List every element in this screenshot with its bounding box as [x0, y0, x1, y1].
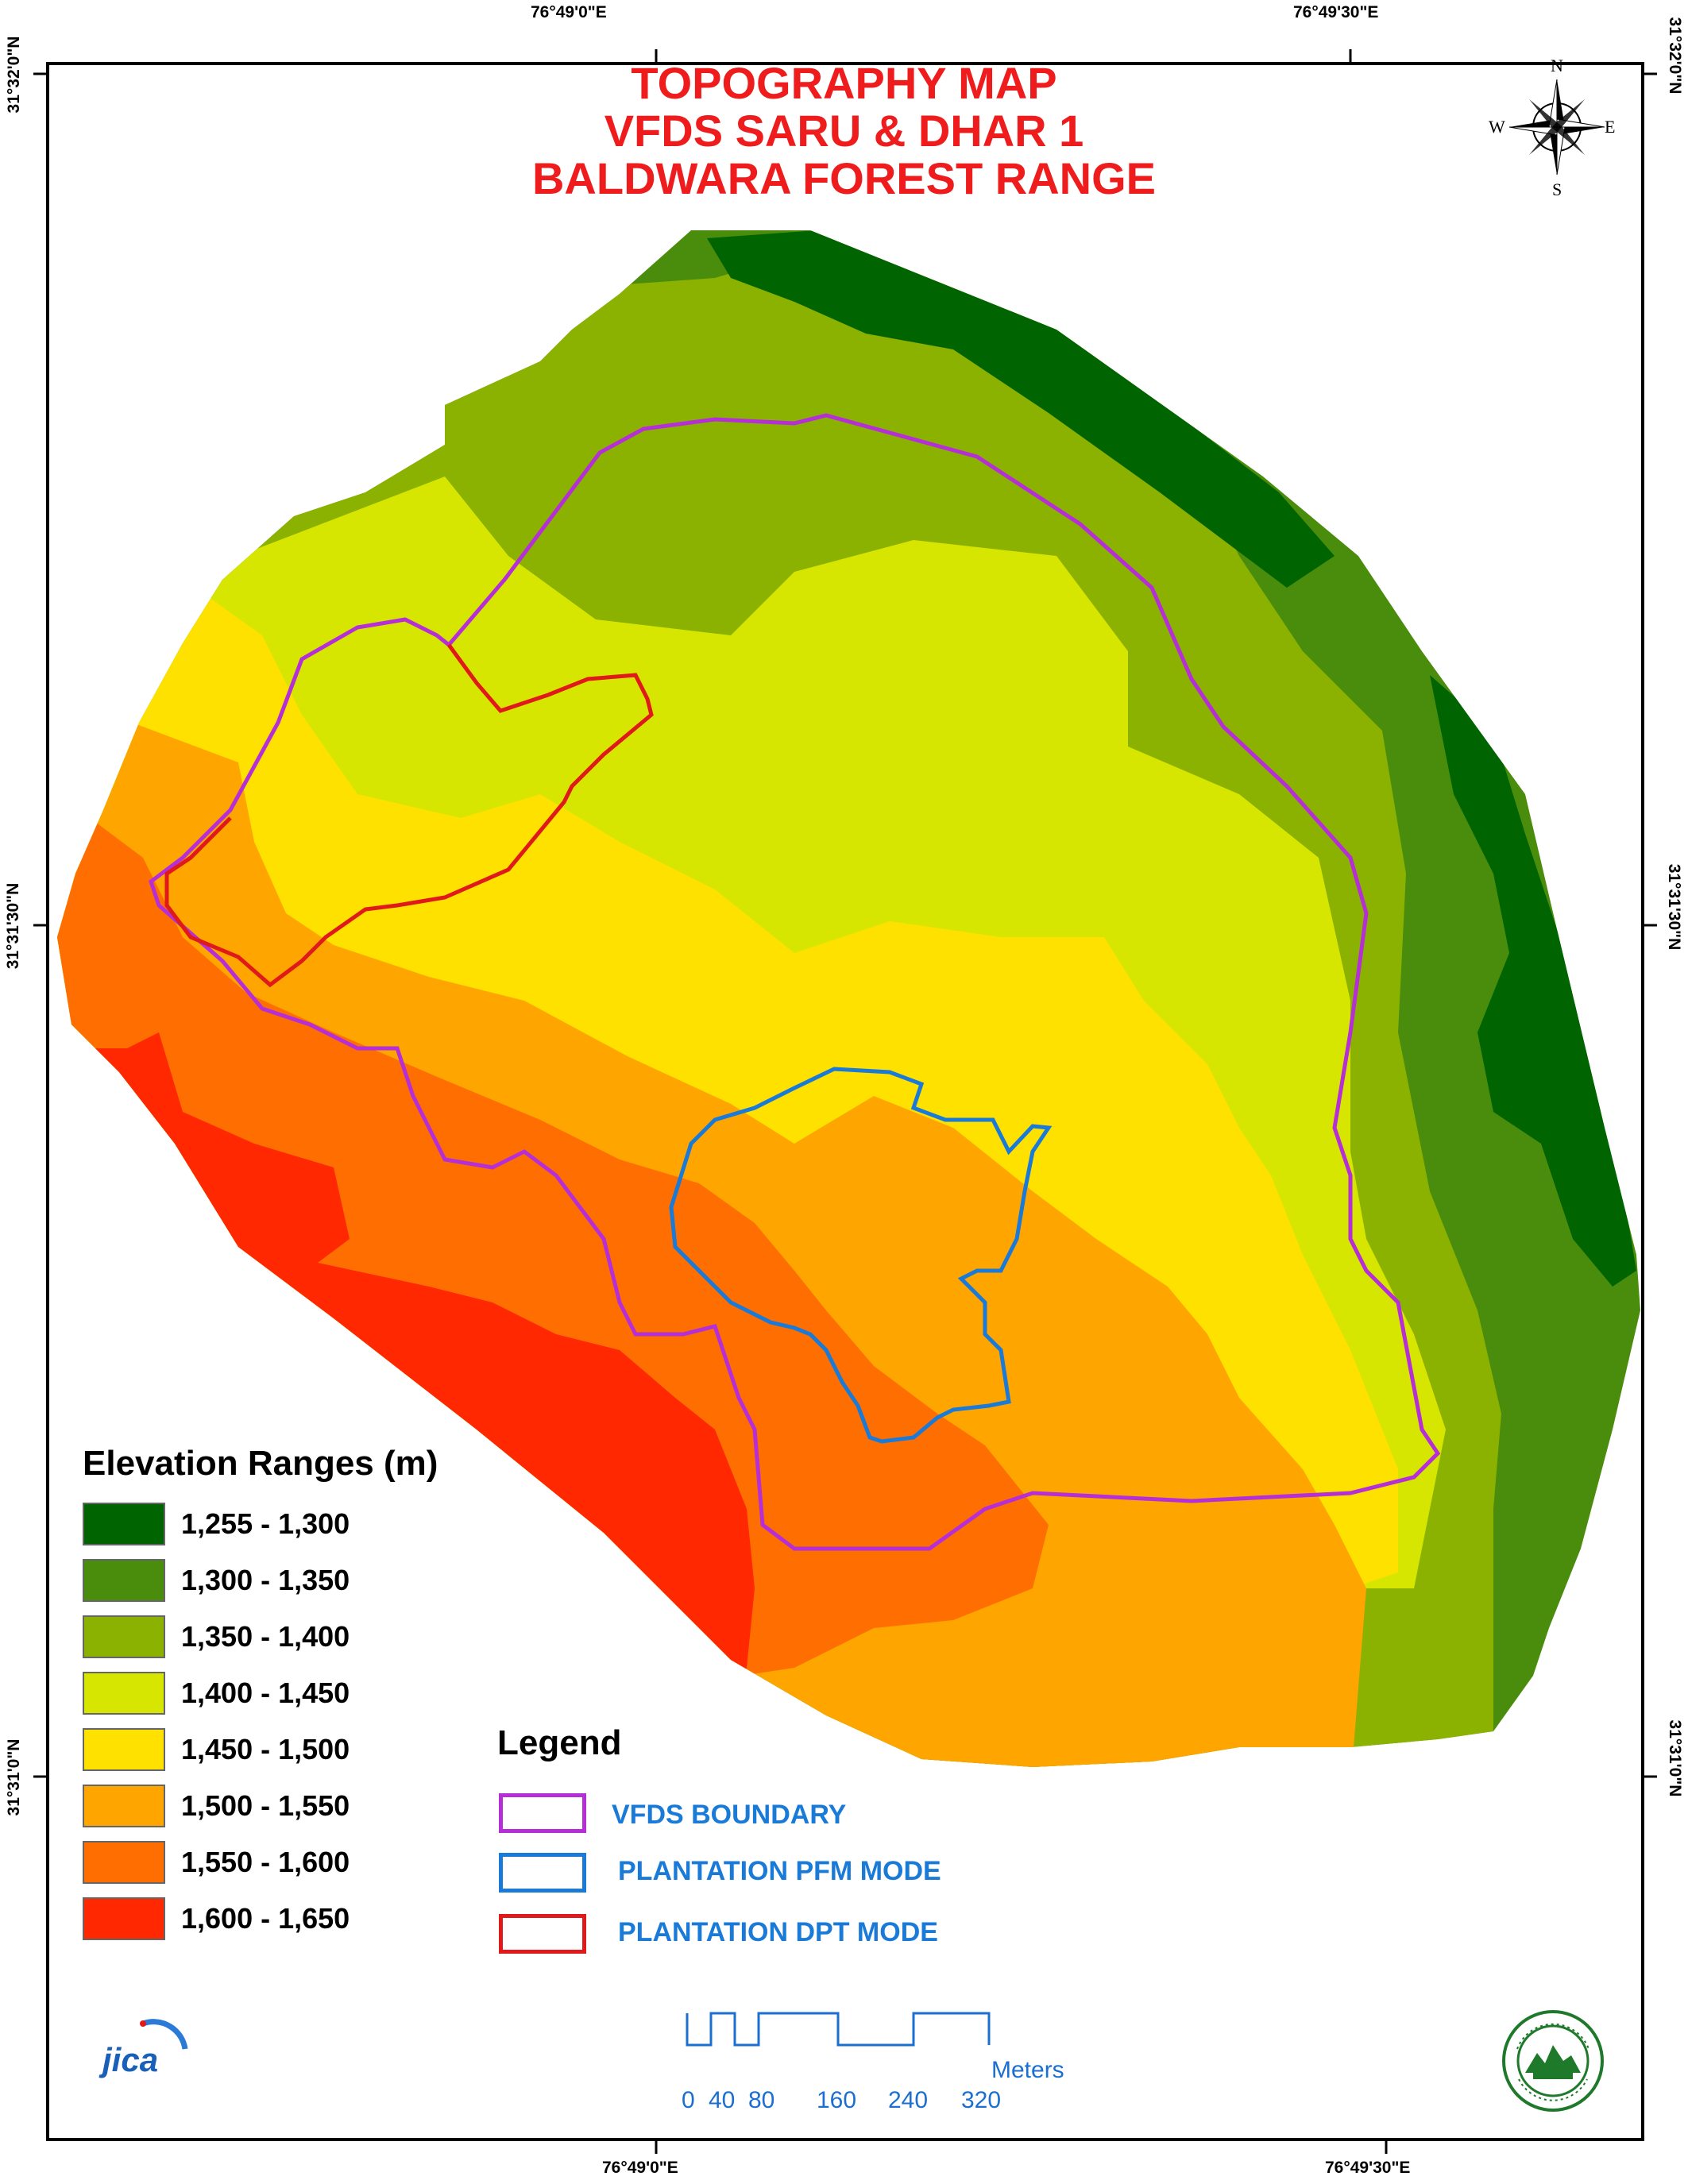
coord-top-left: 76°49'0"E	[531, 3, 607, 21]
scale-tick: 80	[748, 2087, 775, 2113]
map-title-line1: TOPOGRAPHY MAP	[631, 58, 1057, 108]
swatch-1550-1600	[83, 1841, 165, 1884]
north-arrow-compass: N S E W	[1477, 56, 1620, 199]
compass-n: N	[1551, 56, 1563, 75]
swatch-1500-1550	[83, 1785, 165, 1827]
scale-tick: 0	[682, 2087, 695, 2113]
range-label: 1,450 - 1,500	[181, 1733, 350, 1765]
compass-e: E	[1605, 117, 1616, 137]
scale-bar	[686, 2012, 991, 2047]
range-label: 1,400 - 1,450	[181, 1677, 350, 1709]
elev-1255-1300-north	[707, 230, 1335, 588]
scale-tick: 40	[709, 2087, 736, 2113]
jica-logo: jica	[99, 2017, 195, 2081]
legend-label-pfm: PLANTATION PFM MODE	[618, 1856, 941, 1886]
legend-title: Legend	[497, 1723, 622, 1762]
range-label: 1,350 - 1,400	[181, 1620, 350, 1653]
coord-top-right: 76°49'30"E	[1293, 3, 1379, 21]
range-label: 1,300 - 1,350	[181, 1564, 350, 1596]
scale-tick: 240	[888, 2087, 929, 2113]
scale-tick: 320	[961, 2087, 1002, 2113]
compass-rose-icon	[1508, 79, 1605, 176]
swatch-1300-1350	[83, 1559, 165, 1602]
map-title-line2: VFDS SARU & DHAR 1	[604, 106, 1084, 156]
swatch-1600-1650	[83, 1897, 165, 1940]
map-frame	[46, 62, 1644, 2141]
scale-tick: 160	[817, 2087, 857, 2113]
coord-bottom-right: 76°49'30"E	[1325, 2159, 1411, 2177]
legend-swatch-vfds	[499, 1793, 586, 1833]
legend-label-dpt: PLANTATION DPT MODE	[618, 1917, 938, 1947]
legend-swatch-dpt	[499, 1914, 586, 1954]
range-label: 1,600 - 1,650	[181, 1902, 350, 1935]
compass-w: W	[1489, 117, 1505, 137]
map-title-line3: BALDWARA FOREST RANGE	[531, 153, 1156, 203]
range-label: 1,550 - 1,600	[181, 1846, 350, 1878]
swatch-1450-1500	[83, 1728, 165, 1771]
elev-1255-1300-east	[1430, 675, 1636, 1287]
range-label: 1,500 - 1,550	[181, 1789, 350, 1822]
elevation-legend-title: Elevation Ranges (m)	[83, 1444, 438, 1483]
compass-s: S	[1552, 179, 1562, 199]
jica-logo-icon	[140, 2019, 188, 2050]
swatch-1350-1400	[83, 1615, 165, 1658]
coord-bottom-left: 76°49'0"E	[602, 2159, 678, 2177]
swatch-1400-1450	[83, 1672, 165, 1715]
forest-department-seal-icon	[1501, 2009, 1605, 2113]
plantation-pfm-line	[669, 1067, 1053, 1444]
jica-logo-text: jica	[102, 2041, 159, 2078]
legend-swatch-pfm	[499, 1853, 586, 1893]
range-label: 1,255 - 1,300	[181, 1507, 350, 1540]
scale-unit: Meters	[991, 2057, 1064, 2083]
plantation-dpt-line	[164, 643, 654, 988]
legend-label-vfds: VFDS BOUNDARY	[612, 1800, 847, 1830]
swatch-1255-1300	[83, 1503, 165, 1545]
